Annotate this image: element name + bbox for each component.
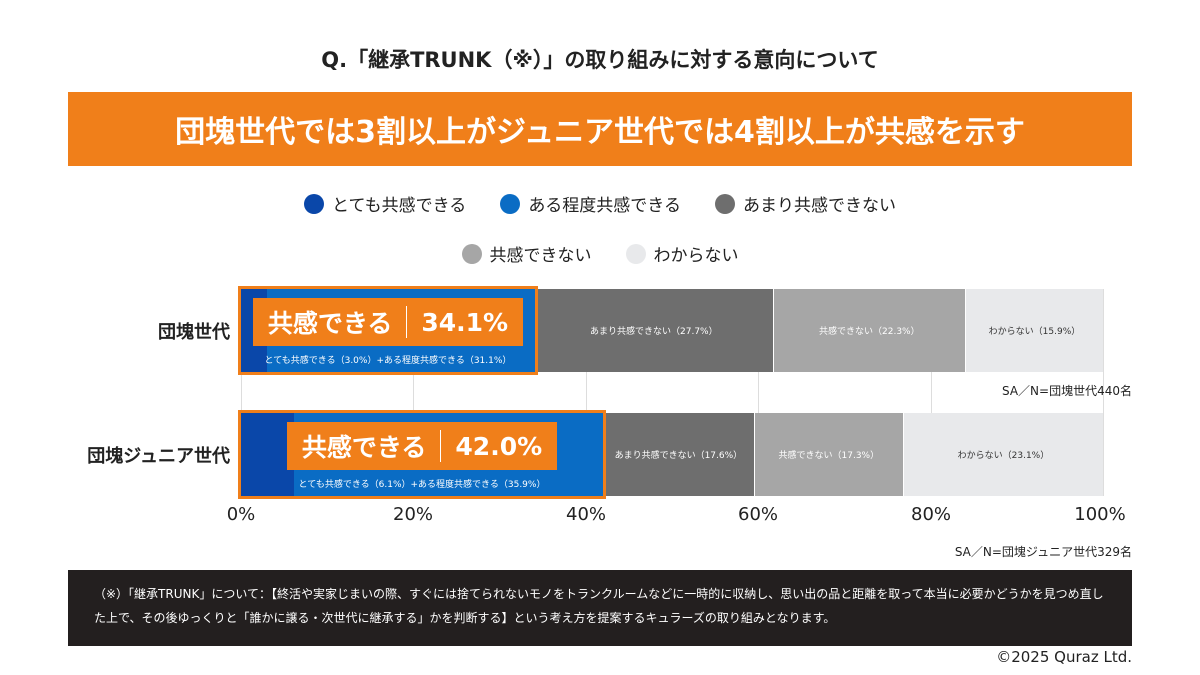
segment-label: あまり共感できない（27.7%）: [590, 327, 718, 337]
legend-item: わからない: [625, 241, 739, 266]
highlight-box: [238, 410, 607, 499]
sample-note: SA／N=団塊ジュニア世代329名: [954, 545, 1132, 559]
legend-row-2: 共感できない わからない: [0, 241, 1200, 266]
x-tick-label: 20%: [392, 504, 434, 525]
highlight-value: 34.1%: [421, 307, 509, 337]
gridline: [241, 289, 242, 496]
highlight-box: [238, 286, 538, 375]
legend-swatch: [714, 193, 735, 214]
segment-label: あまり共感できない（17.6%）: [614, 451, 743, 461]
bar-segment: わからない（23.1%）: [903, 413, 1103, 496]
bar-segment: あまり共感できない（27.7%）: [534, 289, 774, 372]
category-label: 団塊世代: [158, 322, 230, 343]
question-title: Q.「継承TRUNK（※）」の取り組みに対する意向について: [321, 48, 879, 72]
segment-label: わからない（23.1%）: [957, 451, 1050, 461]
segment-label: 共感できない（22.3%）: [819, 327, 920, 337]
highlight-subtext: とても共感できる（6.1%）+ある程度共感できる（35.9%）: [298, 480, 546, 490]
headline-banner: 団塊世代では3割以上がジュニア世代では4割以上が共感を示す: [68, 92, 1132, 166]
x-tick-label: 100%: [1074, 504, 1126, 525]
bar-segment: 共感できない（17.3%）: [754, 413, 904, 496]
bar-segment: あまり共感できない（17.6%）: [603, 413, 755, 496]
x-tick-label: 40%: [565, 504, 607, 525]
highlight-value: 42.0%: [455, 431, 543, 461]
gridline: [758, 289, 760, 496]
gridline: [413, 289, 415, 496]
legend-swatch: [461, 243, 482, 264]
gridline: [930, 289, 932, 496]
highlight-text: 共感できる: [267, 309, 393, 338]
highlight-subtext: とても共感できる（3.0%）+ある程度共感できる（31.1%）: [264, 356, 512, 366]
legend-label: ある程度共感できる: [528, 196, 681, 216]
x-tick-label: 80%: [910, 504, 952, 525]
gridline: [585, 289, 587, 496]
x-tick-label: 0%: [226, 504, 256, 525]
legend-item: あまり共感できない: [714, 191, 896, 216]
legend-item: ある程度共感できる: [500, 191, 681, 216]
legend-label: あまり共感できない: [742, 196, 896, 216]
legend-swatch: [625, 243, 646, 264]
category-label: 団塊ジュニア世代: [87, 446, 230, 467]
legend-row-1: とても共感できる ある程度共感できる あまり共感できない: [0, 191, 1200, 216]
legend-item: 共感できない: [461, 241, 592, 266]
bar-segment: [241, 413, 294, 496]
highlight-text: 共感できる: [301, 433, 427, 462]
segment-label: 共感できない（17.3%）: [778, 451, 880, 461]
separator: [440, 430, 442, 462]
legend-label: わからない: [653, 246, 739, 266]
legend-swatch: [500, 193, 521, 214]
bar-segment: わからない（15.9%）: [965, 289, 1103, 372]
bar-segment: 共感できない（22.3%）: [773, 289, 966, 372]
segment-label: わからない（15.9%）: [988, 327, 1081, 337]
legend-swatch: [304, 193, 324, 214]
sample-note: SA／N=団塊世代440名: [1002, 384, 1132, 398]
legend-label: 共感できない: [489, 246, 592, 266]
highlight-label: 共感できる 34.1%: [252, 298, 523, 346]
highlight-label: 共感できる 42.0%: [287, 422, 558, 470]
gridline: [1103, 289, 1104, 496]
footnote: （※）「継承TRUNK」について：【終活や実家じまいの際、すぐには捨てられないモ…: [68, 570, 1132, 646]
separator: [406, 306, 408, 338]
x-tick-label: 60%: [737, 504, 779, 525]
legend-item: とても共感できる: [304, 191, 466, 216]
legend-label: とても共感できる: [332, 196, 467, 216]
copyright: ©2025 Quraz Ltd.: [996, 648, 1132, 666]
